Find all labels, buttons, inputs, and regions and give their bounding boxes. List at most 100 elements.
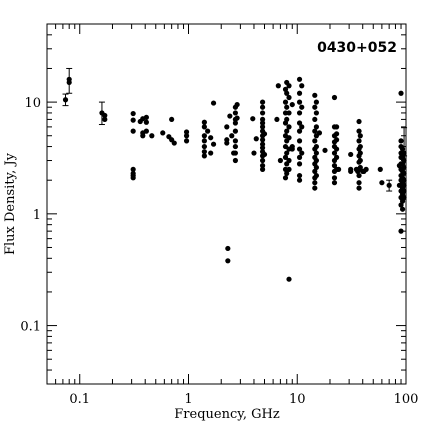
axis-ticks	[46, 23, 407, 385]
data-point	[401, 164, 407, 171]
data-point	[284, 116, 290, 123]
data-point	[261, 151, 268, 158]
data-point	[296, 90, 303, 96]
data-point	[331, 150, 338, 156]
data-point	[259, 166, 266, 172]
data-point	[286, 83, 292, 89]
data-point	[399, 146, 406, 152]
data-point	[160, 130, 166, 136]
data-point	[66, 76, 72, 82]
data-point	[356, 185, 362, 191]
data-point	[312, 116, 318, 123]
data-point	[286, 110, 292, 116]
data-point	[286, 157, 292, 164]
data-point	[201, 138, 207, 144]
data-point	[183, 138, 190, 144]
data-point	[296, 154, 303, 160]
data-point	[183, 133, 190, 139]
data-point	[331, 175, 338, 181]
data-point	[333, 154, 340, 160]
data-point	[363, 166, 369, 172]
data-point	[286, 166, 292, 172]
data-point	[130, 128, 136, 134]
data-point	[313, 124, 319, 130]
data-point	[357, 157, 363, 164]
data-point	[333, 124, 340, 130]
data-point	[259, 124, 266, 130]
x-tick-label: 0.1	[69, 392, 90, 407]
data-point	[259, 145, 266, 151]
y-tick-label: 0.1	[20, 320, 41, 335]
data-point	[335, 166, 342, 172]
data-point	[286, 94, 292, 101]
data-point	[210, 100, 217, 106]
data-point	[333, 131, 340, 137]
data-point	[398, 90, 404, 96]
data-point	[356, 138, 362, 144]
data-point	[232, 128, 239, 134]
y-tick-label: 10	[24, 96, 41, 111]
data-point	[259, 137, 266, 143]
data-point	[208, 150, 214, 156]
data-point	[379, 180, 385, 186]
tick-labels: 0.1 1 10 100 0.1 1 10	[20, 96, 418, 407]
data-point	[259, 120, 266, 126]
data-point	[398, 228, 404, 234]
data-point	[282, 99, 289, 105]
data-point	[253, 136, 259, 142]
data-point	[251, 150, 257, 156]
data-point	[401, 150, 407, 156]
data-point	[401, 157, 407, 164]
data-point	[232, 110, 239, 116]
x-tick-label: 1	[184, 392, 192, 407]
data-point	[232, 150, 239, 156]
data-point	[333, 146, 340, 152]
data-point	[312, 180, 318, 186]
data-point	[296, 177, 303, 183]
data-point	[277, 157, 283, 164]
data-point	[143, 119, 149, 125]
data-point	[250, 116, 256, 122]
data-point	[183, 129, 190, 135]
data-point	[201, 119, 207, 125]
data-point	[312, 138, 318, 144]
y-tick-label: 1	[33, 208, 41, 223]
data-point	[312, 92, 318, 98]
data-point	[286, 276, 292, 282]
data-point	[274, 116, 280, 123]
data-point	[386, 182, 392, 188]
data-point	[313, 99, 319, 105]
data-point	[259, 157, 266, 164]
data-point	[357, 150, 363, 156]
plot-frame	[46, 23, 407, 385]
data-point	[225, 245, 231, 252]
data-point	[401, 170, 407, 177]
data-point	[259, 99, 266, 105]
data-point	[227, 113, 233, 119]
data-point	[232, 157, 239, 164]
y-axis-label: Flux Density, Jy	[3, 152, 18, 255]
data-point	[130, 117, 136, 123]
data-point	[143, 114, 149, 120]
data-point	[313, 143, 319, 150]
data-point	[313, 172, 319, 179]
data-point	[296, 99, 303, 105]
data-point	[102, 112, 108, 119]
data-point	[286, 135, 292, 141]
chart-title: 0430+052	[317, 40, 397, 56]
data-point	[208, 135, 214, 141]
data-point	[322, 147, 328, 153]
data-point	[284, 150, 290, 156]
data-point	[224, 140, 230, 146]
data-point	[313, 157, 319, 164]
data-point	[357, 143, 363, 150]
data-point	[296, 146, 303, 152]
data-point	[333, 137, 340, 143]
data-point	[289, 101, 295, 108]
data-point	[331, 180, 338, 186]
data-point	[284, 170, 290, 177]
data-point	[169, 116, 175, 123]
data-point	[377, 166, 383, 172]
data-point	[296, 161, 303, 167]
